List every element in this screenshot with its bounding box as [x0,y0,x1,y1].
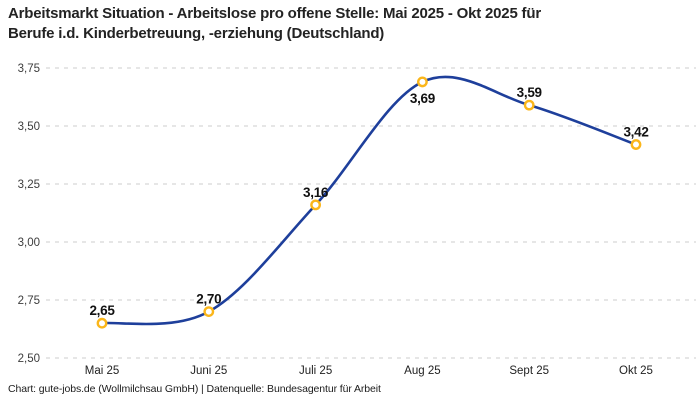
x-axis-tick-label: Okt 25 [619,365,653,377]
y-axis-tick-label: 2,75 [18,295,40,307]
series-line [100,75,638,326]
y-axis-tick-label: 3,50 [18,121,40,133]
data-point-label: 3,16 [303,185,329,200]
y-axis-tick-label: 3,75 [18,63,40,75]
data-point-marker [416,76,428,88]
data-point-marker [96,317,108,329]
chart-title-line1: Arbeitsmarkt Situation - Arbeitslose pro… [8,5,541,22]
chart-title: Arbeitsmarkt Situation - Arbeitslose pro… [8,4,688,44]
y-axis-tick-label: 2,50 [18,353,40,365]
x-axis-tick-label: Aug 25 [404,365,440,377]
x-axis-tick-label: Juni 25 [190,365,227,377]
data-point-label: 3,69 [410,91,435,106]
data-point-marker [203,306,215,317]
chart-source-attribution: Chart: gute-jobs.de (Wollmilchsau GmbH) … [8,383,381,395]
data-point-label: 3,42 [623,125,648,140]
data-point-marker [523,99,535,111]
x-axis-tick-label: Sept 25 [509,365,549,377]
data-point-marker [630,139,642,150]
chart-title-line2: Berufe i.d. Kinderbetreuung, -erziehung … [8,25,385,42]
x-axis-tick-label: Juli 25 [299,365,332,377]
data-point-label: 2,65 [89,303,115,318]
data-point-label: 2,70 [196,292,221,307]
data-point-label: 3,59 [517,85,542,100]
data-point-marker [310,199,321,211]
y-axis-tick-label: 3,00 [18,237,40,249]
y-axis-tick-label: 3,25 [18,179,40,191]
x-axis-tick-label: Mai 25 [85,365,120,377]
